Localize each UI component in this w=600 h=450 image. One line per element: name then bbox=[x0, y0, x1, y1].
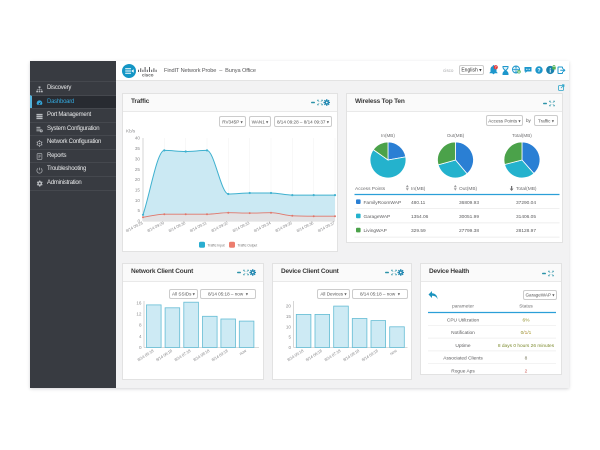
svg-text:8/14 08:18: 8/14 08:18 bbox=[192, 348, 211, 363]
svg-text:27799.38: 27799.38 bbox=[459, 228, 479, 234]
svg-text:8/14 09:30: 8/14 09:30 bbox=[168, 220, 187, 233]
svg-text:0: 0 bbox=[288, 345, 291, 350]
svg-text:37290.04: 37290.04 bbox=[516, 200, 536, 206]
svg-text:8/14 06:18: 8/14 06:18 bbox=[155, 348, 174, 363]
svg-text:4: 4 bbox=[139, 334, 142, 339]
svg-text:2: 2 bbox=[525, 369, 528, 375]
svg-text:8/14 09:29: 8/14 09:29 bbox=[146, 220, 165, 233]
svg-text:FamilyRoomWAP: FamilyRoomWAP bbox=[364, 200, 402, 206]
svg-text:8/14 09:31: 8/14 09:31 bbox=[189, 220, 208, 233]
svg-text:10: 10 bbox=[135, 198, 141, 203]
svg-text:40: 40 bbox=[135, 136, 141, 141]
svg-text:8/14 09:32: 8/14 09:32 bbox=[210, 220, 229, 233]
svg-text:5: 5 bbox=[137, 208, 140, 213]
svg-text:5: 5 bbox=[288, 335, 291, 340]
svg-text:?: ? bbox=[537, 68, 540, 74]
svg-text:Access Points: Access Points bbox=[355, 186, 386, 192]
svg-text:In(MB): In(MB) bbox=[381, 133, 395, 138]
svg-text:20: 20 bbox=[286, 304, 292, 309]
svg-text:Traffic Output: Traffic Output bbox=[238, 243, 258, 247]
svg-text:28128.97: 28128.97 bbox=[516, 228, 536, 234]
svg-text:31406.05: 31406.05 bbox=[516, 214, 536, 220]
svg-text:35: 35 bbox=[135, 146, 141, 151]
svg-text:Total(MB): Total(MB) bbox=[516, 186, 537, 192]
svg-text:GarageWAP: GarageWAP bbox=[364, 214, 391, 220]
svg-text:25: 25 bbox=[135, 167, 141, 172]
svg-text:Total(MB): Total(MB) bbox=[512, 133, 532, 138]
svg-text:i: i bbox=[549, 68, 551, 74]
svg-text:16: 16 bbox=[136, 300, 142, 305]
svg-text:cisco: cisco bbox=[142, 72, 154, 77]
svg-text:20: 20 bbox=[135, 177, 141, 182]
svg-text:8/14 09:33: 8/14 09:33 bbox=[232, 220, 251, 233]
svg-text:8/14 09:35: 8/14 09:35 bbox=[274, 220, 293, 233]
svg-text:8: 8 bbox=[139, 323, 142, 328]
svg-text:0: 0 bbox=[139, 345, 142, 350]
svg-text:8/14 06:18: 8/14 06:18 bbox=[305, 348, 324, 363]
svg-text:10: 10 bbox=[286, 324, 292, 329]
svg-text:8: 8 bbox=[525, 356, 528, 362]
svg-text:now: now bbox=[238, 348, 247, 356]
svg-text:15: 15 bbox=[286, 314, 292, 319]
svg-text:LivingWAP: LivingWAP bbox=[364, 228, 387, 234]
svg-text:now: now bbox=[389, 348, 398, 356]
svg-text:329.59: 329.59 bbox=[411, 228, 426, 234]
svg-text:8/14 07:18: 8/14 07:18 bbox=[323, 348, 342, 363]
svg-text:Kb/s: Kb/s bbox=[126, 129, 136, 134]
svg-text:8/14 09:34: 8/14 09:34 bbox=[253, 220, 272, 233]
svg-text:15: 15 bbox=[135, 188, 141, 193]
svg-text:8/14 09:37: 8/14 09:37 bbox=[317, 220, 336, 233]
svg-text:Rogue Aps: Rogue Aps bbox=[451, 369, 475, 375]
svg-text:8/14 07:18: 8/14 07:18 bbox=[173, 348, 192, 363]
svg-text:Out(MB): Out(MB) bbox=[447, 133, 465, 138]
svg-text:CPU Utilization: CPU Utilization bbox=[447, 317, 480, 323]
svg-text:7: 7 bbox=[495, 65, 497, 69]
svg-text:8/14 09:36: 8/14 09:36 bbox=[296, 220, 315, 233]
svg-text:8/14 08:18: 8/14 08:18 bbox=[342, 348, 361, 363]
svg-text:1354.06: 1354.06 bbox=[411, 214, 429, 220]
svg-text:0: 0 bbox=[137, 219, 140, 224]
svg-text:Notification: Notification bbox=[451, 330, 475, 336]
svg-text:0/1/1: 0/1/1 bbox=[521, 330, 532, 336]
svg-text:30: 30 bbox=[135, 156, 141, 161]
svg-text:8 days 0 hours 26 minutes: 8 days 0 hours 26 minutes bbox=[498, 343, 555, 349]
svg-text:Status: Status bbox=[519, 304, 533, 310]
svg-text:parameter: parameter bbox=[452, 304, 474, 310]
svg-text:480.11: 480.11 bbox=[411, 200, 426, 206]
svg-text:36809.93: 36809.93 bbox=[459, 200, 479, 206]
svg-text:Traffic Input: Traffic Input bbox=[208, 243, 225, 247]
svg-text:In(MB): In(MB) bbox=[411, 186, 426, 192]
svg-text:6%: 6% bbox=[523, 317, 531, 323]
svg-text:8/14 09:18: 8/14 09:18 bbox=[211, 348, 230, 363]
svg-text:8/14 09:28: 8/14 09:28 bbox=[125, 220, 144, 233]
svg-text:30051.99: 30051.99 bbox=[459, 214, 479, 220]
svg-text:Out(MB): Out(MB) bbox=[459, 186, 478, 192]
svg-text:8/14 09:18: 8/14 09:18 bbox=[361, 348, 380, 363]
svg-text:Uptime: Uptime bbox=[455, 343, 471, 349]
svg-text:Associated Clients: Associated Clients bbox=[443, 356, 483, 362]
svg-text:12: 12 bbox=[136, 312, 142, 317]
